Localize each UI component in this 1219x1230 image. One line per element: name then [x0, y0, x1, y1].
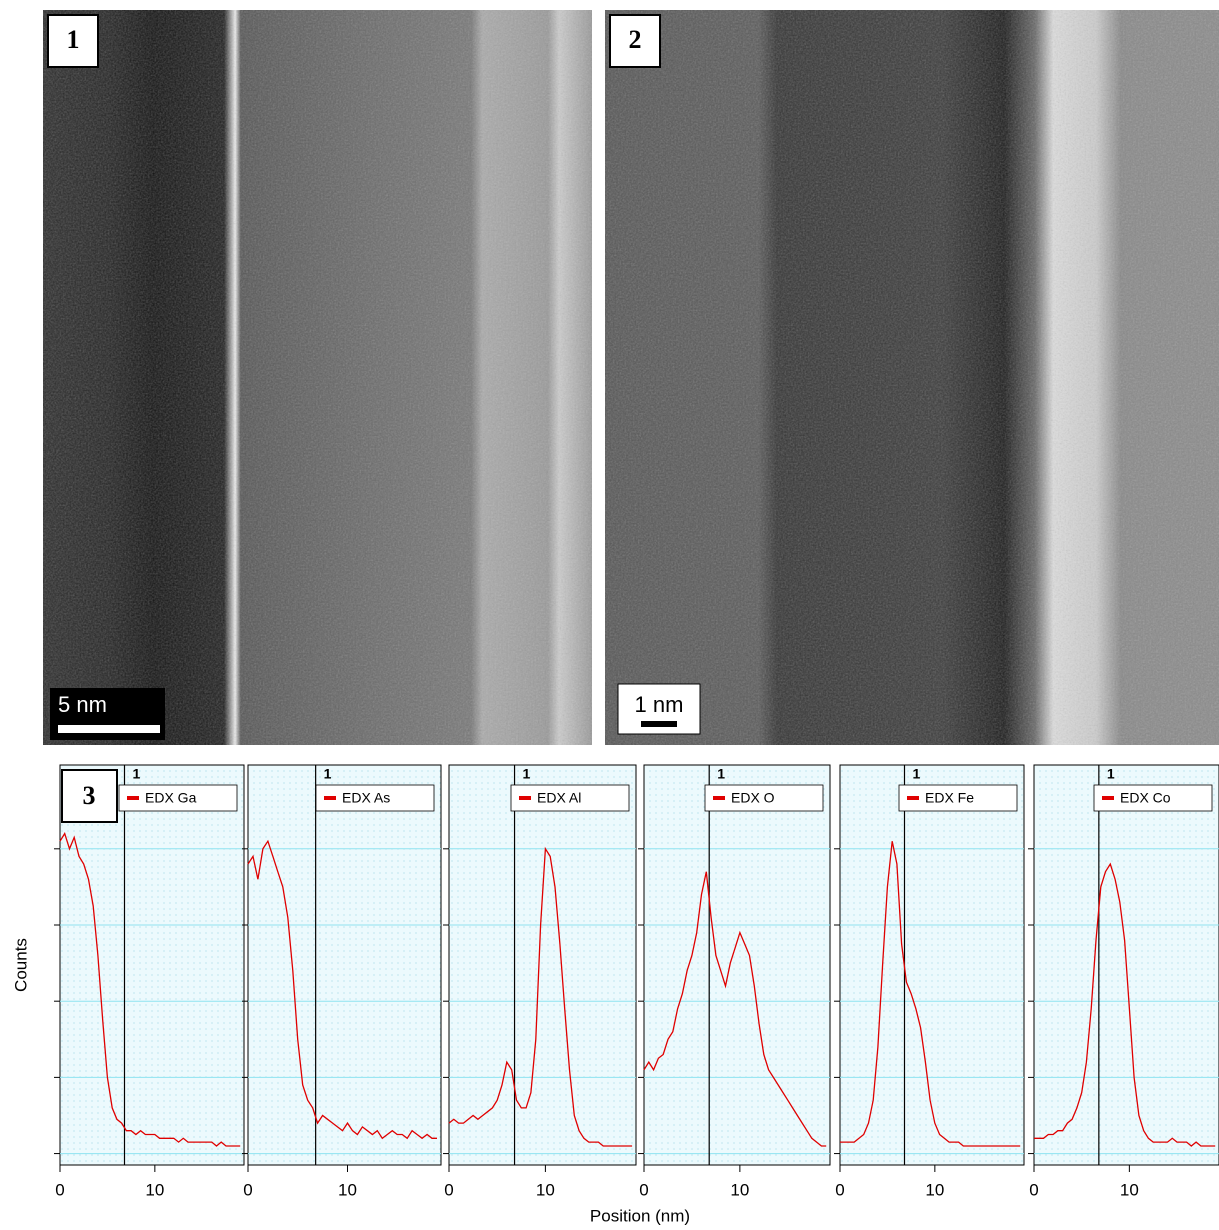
x-tick-label: 10	[730, 1180, 749, 1199]
x-tick-label: 0	[243, 1180, 252, 1199]
legend-label: EDX Fe	[925, 790, 974, 806]
x-tick-label: 10	[536, 1180, 555, 1199]
marker-label: 1	[523, 766, 531, 782]
x-tick-label: 0	[444, 1180, 453, 1199]
plot-area	[59, 764, 245, 1166]
profile-line	[643, 871, 827, 1147]
panel-label-box	[61, 769, 118, 823]
profile-line	[247, 839, 437, 1140]
x-tick-label: 10	[338, 1180, 357, 1199]
panel-label: 2	[629, 25, 642, 54]
marker-label: 1	[324, 766, 332, 782]
marker-label: 1	[1107, 766, 1115, 782]
profile-line	[448, 846, 633, 1147]
legend-label: EDX As	[342, 790, 390, 806]
profile-line	[59, 832, 241, 1147]
x-tick-label: 0	[835, 1180, 844, 1199]
legend-label: EDX Co	[1120, 790, 1171, 806]
legend-label: EDX O	[731, 790, 775, 806]
x-tick-label: 10	[1120, 1180, 1139, 1199]
scale-bar-label: 1 nm	[635, 692, 684, 717]
marker-label: 1	[132, 766, 140, 782]
x-tick-label: 0	[1029, 1180, 1038, 1199]
plot-area	[839, 764, 1025, 1166]
panel-label: 1	[67, 25, 80, 54]
x-tick-label: 0	[55, 1180, 64, 1199]
x-tick-label: 10	[925, 1180, 944, 1199]
plot-area	[247, 764, 442, 1166]
panel-label: 3	[83, 781, 96, 810]
plot-area	[448, 764, 637, 1166]
tem-panel-2: 2 1 nm	[605, 10, 1219, 745]
x-tick-label: 0	[639, 1180, 648, 1199]
profile-line	[1034, 862, 1216, 1147]
legend-label: EDX Ga	[145, 790, 197, 806]
marker-label: 1	[912, 766, 920, 782]
marker-label: 1	[717, 766, 725, 782]
legend-label: EDX Al	[537, 790, 581, 806]
profile-line	[840, 841, 1021, 1147]
tem-panel-1: 1 5 nm	[43, 10, 592, 745]
x-tick-label: 10	[145, 1180, 164, 1199]
plot-area	[643, 764, 831, 1166]
scale-bar-label: 5 nm	[58, 692, 107, 717]
x-axis-label: Position (nm)	[590, 1206, 690, 1225]
y-axis-label: Counts	[11, 938, 30, 992]
